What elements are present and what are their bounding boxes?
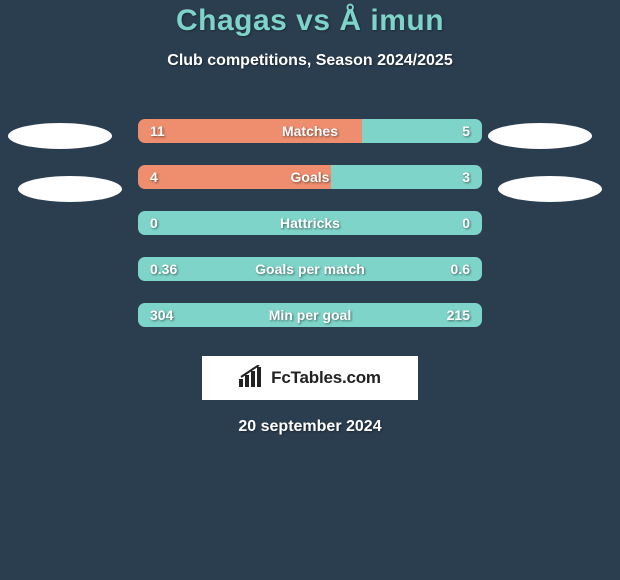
stat-label: Matches: [282, 123, 338, 139]
decor-ellipse: [498, 176, 602, 202]
stat-row: 0.36 Goals per match 0.6: [0, 246, 620, 292]
chart-icon: [239, 365, 265, 392]
stat-bar: 0 Hattricks 0: [138, 211, 482, 235]
stat-left-value: 11: [150, 123, 165, 139]
decor-ellipse: [488, 123, 592, 149]
stat-right-value: 0.6: [451, 261, 470, 277]
stat-label: Goals: [291, 169, 330, 185]
stat-right-value: 215: [447, 307, 470, 323]
decor-ellipse: [18, 176, 122, 202]
stat-row: 0 Hattricks 0: [0, 200, 620, 246]
subtitle: Club competitions, Season 2024/2025: [0, 52, 620, 70]
stat-left-value: 304: [150, 307, 173, 323]
stat-right-value: 0: [462, 215, 470, 231]
stat-label: Min per goal: [269, 307, 351, 323]
decor-ellipse: [8, 123, 112, 149]
stat-right-value: 3: [462, 169, 470, 185]
page-title: Chagas vs Å imun: [0, 4, 620, 38]
stat-bar: 304 Min per goal 215: [138, 303, 482, 327]
stat-left-value: 4: [150, 169, 158, 185]
stat-right-value: 5: [462, 123, 470, 139]
comparison-infographic: Chagas vs Å imun Club competitions, Seas…: [0, 0, 620, 436]
stat-row: 304 Min per goal 215: [0, 292, 620, 338]
date-text: 20 september 2024: [0, 418, 620, 436]
stat-bar: 4 Goals 3: [138, 165, 482, 189]
bar-right-segment: [331, 165, 482, 189]
stat-bar: 0.36 Goals per match 0.6: [138, 257, 482, 281]
stat-label: Hattricks: [280, 215, 340, 231]
stat-left-value: 0.36: [150, 261, 177, 277]
attribution-badge: FcTables.com: [202, 356, 418, 400]
stat-bar: 11 Matches 5: [138, 119, 482, 143]
stat-label: Goals per match: [255, 261, 365, 277]
attribution-text: FcTables.com: [271, 368, 381, 388]
stat-left-value: 0: [150, 215, 158, 231]
